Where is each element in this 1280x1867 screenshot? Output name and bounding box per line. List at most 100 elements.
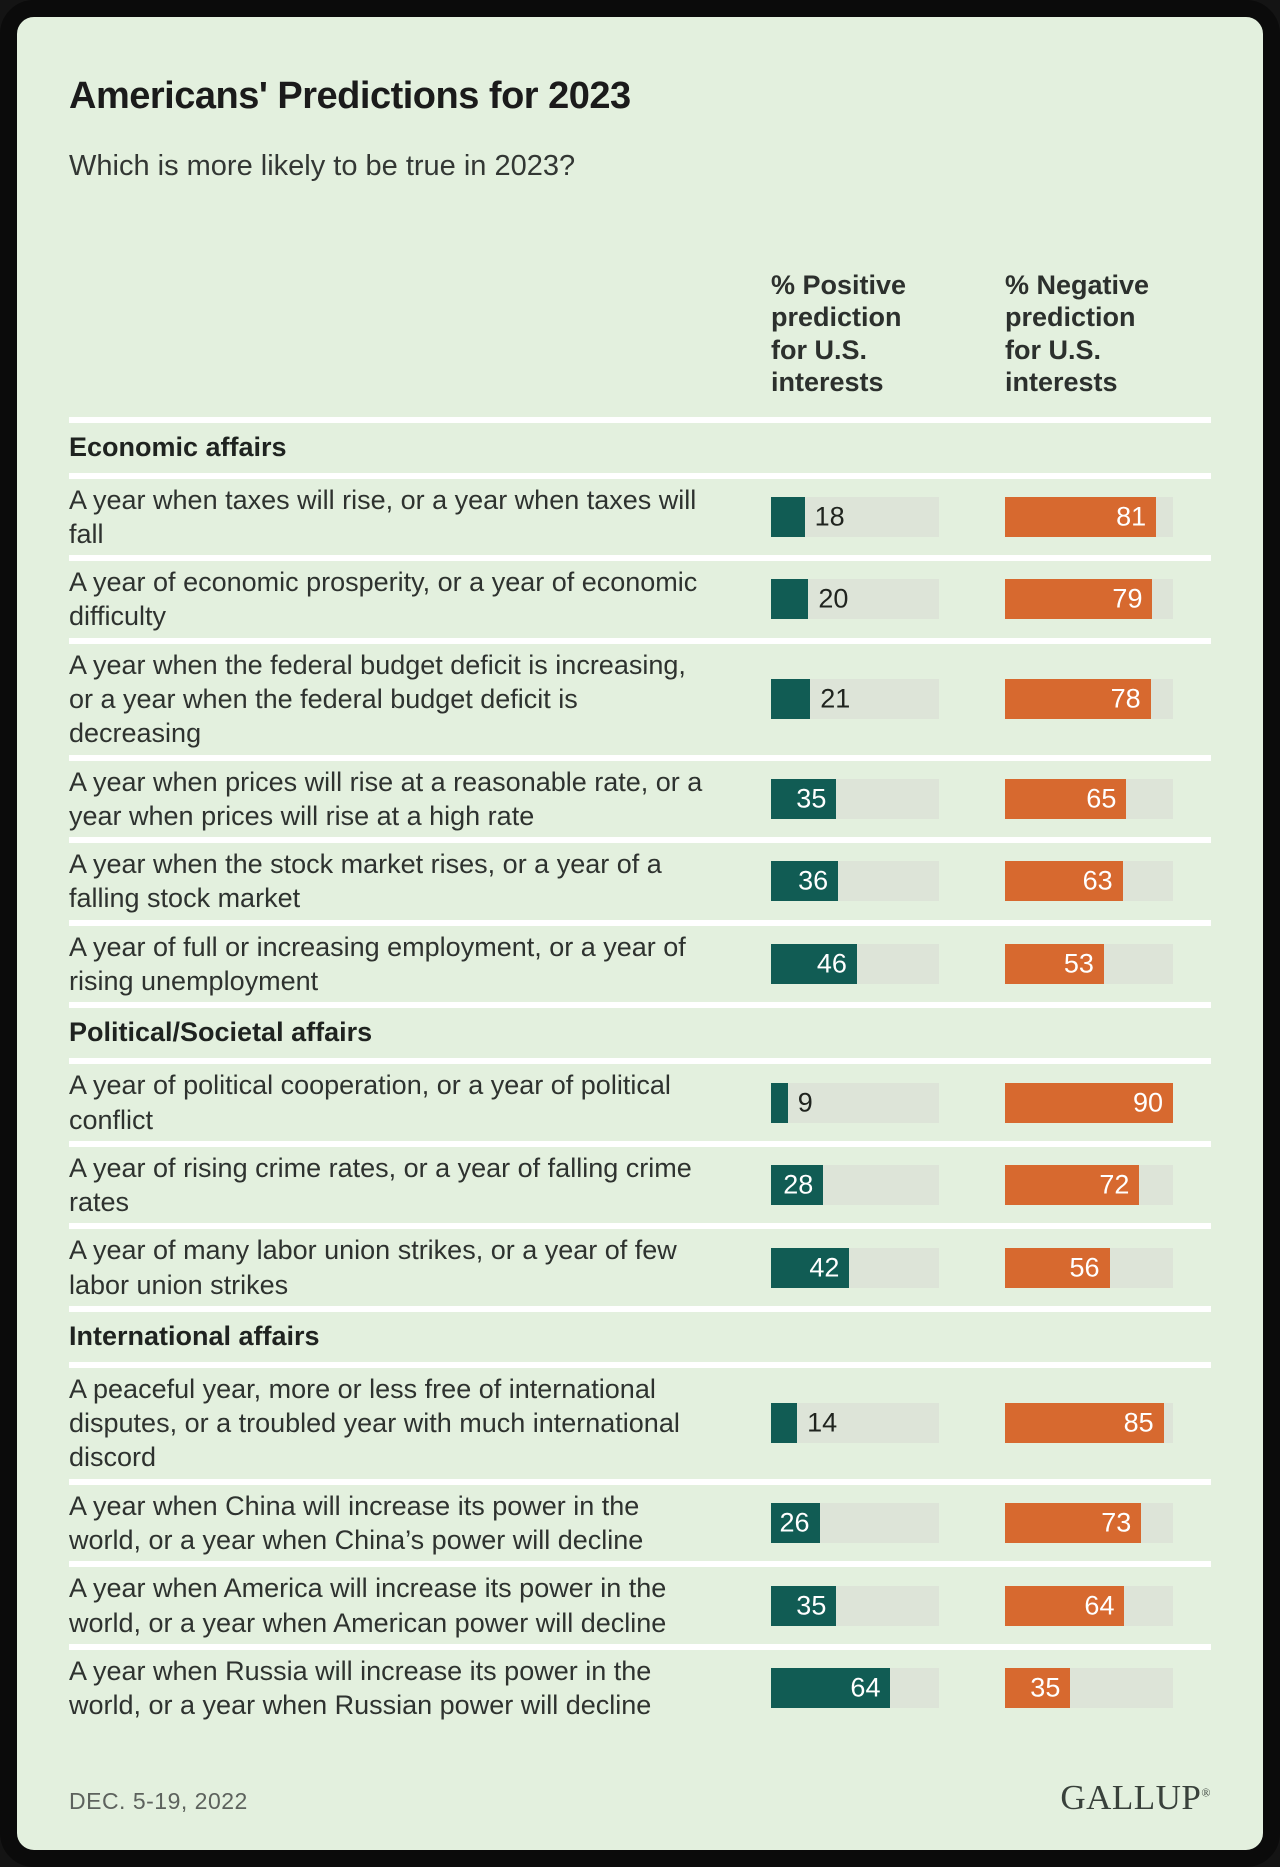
positive-bar-track: 35	[771, 1585, 939, 1626]
negative-bar-fill	[1005, 1082, 1173, 1123]
row-separator	[69, 1058, 1211, 1065]
table-row: A year when the federal budget deficit i…	[69, 644, 1211, 755]
negative-bar-fill	[1005, 496, 1157, 537]
negative-bar-value: 72	[1099, 1169, 1130, 1200]
table-row: A year of economic prosperity, or a year…	[69, 561, 1211, 638]
negative-bar-track: 73	[1005, 1503, 1173, 1544]
chart-rows: Economic affairs A year when taxes will …	[69, 423, 1211, 1727]
positive-bar-track: 64	[771, 1668, 939, 1709]
section-label: Political/Societal affairs	[69, 1017, 373, 1048]
section-header-row: International affairs	[69, 1312, 1211, 1362]
negative-bar-track: 78	[1005, 679, 1173, 720]
row-separator	[69, 1305, 1211, 1312]
positive-bar-track: 28	[771, 1165, 939, 1206]
column-header-positive: % Positive prediction for U.S. interests	[771, 270, 907, 398]
row-separator	[69, 1002, 1211, 1009]
positive-bar-track: 21	[771, 679, 939, 720]
positive-bar-value: 35	[796, 1590, 827, 1621]
table-row: A year when taxes will rise, or a year w…	[69, 479, 1211, 556]
footer: DEC. 5-19, 2022 GALLUP®	[69, 1778, 1211, 1818]
positive-bar-value: 42	[809, 1252, 840, 1283]
negative-bar-track: 72	[1005, 1165, 1173, 1206]
negative-bar-fill	[1005, 943, 1104, 984]
row-separator	[69, 1140, 1211, 1147]
negative-bar-value: 63	[1082, 865, 1113, 896]
positive-bar-fill	[771, 679, 811, 720]
row-label: A year when the federal budget deficit i…	[69, 649, 686, 749]
negative-bar-fill	[1005, 1403, 1164, 1444]
negative-bar-value: 56	[1069, 1252, 1100, 1283]
positive-bar-value: 18	[814, 501, 845, 532]
row-label: A year of political cooperation, or a ye…	[69, 1070, 671, 1135]
negative-bar-fill	[1005, 579, 1153, 620]
table-row: A year of full or increasing employment,…	[69, 926, 1211, 1003]
row-label: A year when Russia will increase its pow…	[69, 1655, 652, 1721]
table-row: A year when Russia will increase its pow…	[69, 1650, 1211, 1727]
section-label: International affairs	[69, 1320, 320, 1351]
negative-bar-value: 90	[1132, 1087, 1163, 1117]
row-label: A year when China will increase its powe…	[69, 1490, 644, 1556]
row-separator	[69, 1643, 1211, 1650]
row-label: A year of economic prosperity, or a year…	[69, 567, 698, 632]
positive-bar-track: 35	[771, 778, 939, 819]
negative-bar-fill	[1005, 1668, 1071, 1709]
positive-bar-fill	[771, 579, 809, 620]
negative-bar-value: 35	[1030, 1672, 1061, 1703]
section-header-row: Economic affairs	[69, 423, 1211, 473]
row-separator	[69, 1478, 1211, 1485]
positive-bar-fill	[771, 1585, 837, 1626]
positive-bar-value: 20	[818, 583, 849, 614]
negative-bar-fill	[1005, 778, 1127, 819]
table-row: A year when the stock market rises, or a…	[69, 843, 1211, 920]
positive-bar-track: 18	[771, 496, 939, 537]
positive-bar-value: 28	[783, 1169, 814, 1200]
negative-bar-value: 85	[1123, 1407, 1154, 1438]
positive-bar-value: 46	[816, 948, 847, 979]
row-separator	[69, 637, 1211, 644]
negative-bar-track: 56	[1005, 1247, 1173, 1288]
negative-bar-value: 53	[1063, 948, 1094, 979]
registered-trademark-icon: ®	[1201, 1785, 1211, 1800]
positive-bar-track: 14	[771, 1403, 939, 1444]
header-separator	[69, 416, 1211, 423]
row-separator	[69, 1361, 1211, 1368]
row-label: A year when America will increase its po…	[69, 1573, 667, 1638]
positive-bar-track: 9	[771, 1082, 939, 1123]
negative-bar-value: 65	[1086, 783, 1117, 814]
positive-bar-value: 36	[798, 865, 829, 896]
page-title: Americans' Predictions for 2023	[69, 75, 631, 117]
negative-bar-fill	[1005, 1165, 1140, 1206]
table-row: A year of political cooperation, or a ye…	[69, 1064, 1211, 1141]
positive-bar-fill	[771, 778, 837, 819]
negative-bar-track: 85	[1005, 1403, 1173, 1444]
negative-bar-fill	[1005, 679, 1151, 720]
table-row: A peaceful year, more or less free of in…	[69, 1368, 1211, 1479]
negative-bar-value: 64	[1084, 1590, 1115, 1621]
row-label: A year when the stock market rises, or a…	[69, 849, 662, 914]
table-row: A year of rising crime rates, or a year …	[69, 1147, 1211, 1224]
column-header-negative: % Negative prediction for U.S. interests	[1005, 270, 1150, 398]
gallup-wordmark: GALLUP	[1060, 1778, 1202, 1818]
chart-content: Americans' Predictions for 2023 Which is…	[17, 75, 1263, 1818]
positive-bar-value: 14	[807, 1407, 838, 1438]
positive-bar-track: 42	[771, 1247, 939, 1288]
column-headers: % Positive prediction for U.S. interests…	[69, 269, 1211, 399]
positive-bar-fill	[771, 1503, 820, 1544]
row-separator	[69, 1223, 1211, 1230]
positive-bar-fill	[771, 1403, 798, 1444]
table-row: A year when China will increase its powe…	[69, 1485, 1211, 1562]
positive-bar-fill	[771, 1082, 788, 1123]
negative-bar-fill	[1005, 861, 1123, 902]
negative-bar-track: 81	[1005, 496, 1173, 537]
gallup-logo: GALLUP®	[1060, 1778, 1211, 1818]
negative-bar-track: 90	[1005, 1082, 1173, 1123]
positive-bar-value: 64	[850, 1672, 881, 1703]
positive-bar-fill	[771, 1668, 891, 1709]
negative-bar-value: 78	[1110, 683, 1141, 714]
positive-bar-value: 26	[779, 1507, 810, 1538]
positive-bar-value: 35	[796, 783, 827, 814]
table-row: A year of many labor union strikes, or a…	[69, 1229, 1211, 1306]
negative-bar-track: 64	[1005, 1585, 1173, 1626]
row-label: A year of many labor union strikes, or a…	[69, 1235, 677, 1300]
positive-bar-fill	[771, 496, 805, 537]
